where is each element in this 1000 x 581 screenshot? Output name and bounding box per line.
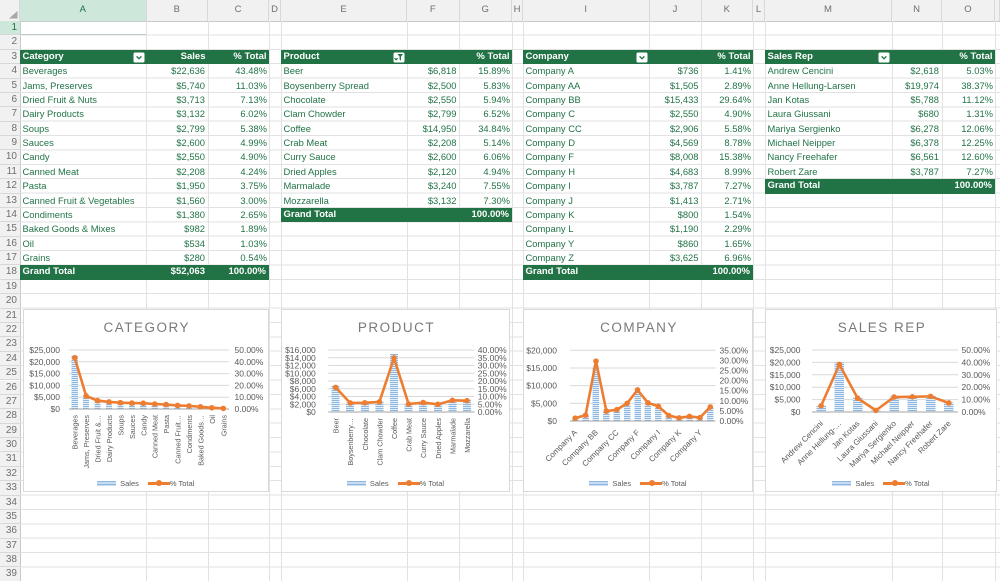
svg-text:10.00%: 10.00% <box>235 392 264 402</box>
svg-text:0.00%: 0.00% <box>720 416 745 426</box>
svg-text:10.00%: 10.00% <box>478 392 507 402</box>
svg-text:$16,000: $16,000 <box>285 345 316 355</box>
svg-text:Marmalade: Marmalade <box>448 418 457 454</box>
svg-text:20.00%: 20.00% <box>478 376 507 386</box>
svg-text:30.00%: 30.00% <box>235 369 264 379</box>
svg-text:Sauces: Sauces <box>128 415 137 439</box>
svg-text:30.00%: 30.00% <box>478 361 507 371</box>
svg-text:Condiments: Condiments <box>185 415 194 454</box>
svg-text:$0: $0 <box>791 407 801 417</box>
svg-text:25.00%: 25.00% <box>478 368 507 378</box>
svg-text:Dried Fruit &…: Dried Fruit &… <box>94 415 103 463</box>
svg-text:15.00%: 15.00% <box>720 386 749 396</box>
svg-text:$2,000: $2,000 <box>290 399 316 409</box>
svg-text:$20,000: $20,000 <box>526 345 557 355</box>
svg-text:$15,000: $15,000 <box>526 363 557 373</box>
svg-text:$5,000: $5,000 <box>531 398 557 408</box>
svg-text:5.00%: 5.00% <box>478 399 503 409</box>
svg-text:Baked Goods…: Baked Goods… <box>196 415 205 466</box>
svg-text:10.00%: 10.00% <box>720 396 749 406</box>
svg-text:COMPANY: COMPANY <box>600 320 678 335</box>
svg-text:15.00%: 15.00% <box>478 384 507 394</box>
svg-text:$10,000: $10,000 <box>526 381 557 391</box>
svg-text:Crab Meat: Crab Meat <box>405 418 414 452</box>
svg-text:$0: $0 <box>548 416 558 426</box>
svg-text:20.00%: 20.00% <box>962 382 991 392</box>
svg-text:$10,000: $10,000 <box>770 382 801 392</box>
svg-text:0.00%: 0.00% <box>478 407 503 417</box>
svg-text:20.00%: 20.00% <box>235 380 264 390</box>
svg-text:$15,000: $15,000 <box>770 370 801 380</box>
svg-text:SALES REP: SALES REP <box>838 320 927 335</box>
svg-text:Mozzarella: Mozzarella <box>463 418 472 453</box>
svg-text:$5,000: $5,000 <box>775 395 801 405</box>
svg-text:$5,000: $5,000 <box>34 392 60 402</box>
svg-text:Grains: Grains <box>219 415 228 437</box>
svg-text:30.00%: 30.00% <box>720 355 749 365</box>
svg-text:$6,000: $6,000 <box>290 384 316 394</box>
svg-text:$15,000: $15,000 <box>29 369 60 379</box>
svg-text:50.00%: 50.00% <box>962 345 991 355</box>
svg-text:Canned Fruit…: Canned Fruit… <box>174 415 183 464</box>
svg-text:Jams, Preserves: Jams, Preserves <box>82 415 91 469</box>
svg-text:Canned Meat: Canned Meat <box>151 415 160 458</box>
svg-text:Pasta: Pasta <box>162 415 171 433</box>
svg-text:Dairy Products: Dairy Products <box>105 415 114 463</box>
svg-text:$25,000: $25,000 <box>770 345 801 355</box>
svg-text:25.00%: 25.00% <box>720 366 749 376</box>
svg-text:Oil: Oil <box>208 415 217 424</box>
svg-text:10.00%: 10.00% <box>962 395 991 405</box>
svg-text:Boysenberry…: Boysenberry… <box>346 418 355 466</box>
svg-text:Beverages: Beverages <box>71 415 80 450</box>
svg-text:Curry Sauce: Curry Sauce <box>419 418 428 458</box>
svg-text:CATEGORY: CATEGORY <box>103 320 190 335</box>
svg-text:$0: $0 <box>306 407 316 417</box>
svg-text:20.00%: 20.00% <box>720 376 749 386</box>
svg-text:5.00%: 5.00% <box>720 406 745 416</box>
svg-text:Beer: Beer <box>332 417 341 433</box>
svg-text:$0: $0 <box>51 404 61 414</box>
svg-text:$8,000: $8,000 <box>290 376 316 386</box>
svg-text:40.00%: 40.00% <box>235 357 264 367</box>
svg-text:Clam Chowder: Clam Chowder <box>375 417 384 465</box>
svg-text:35.00%: 35.00% <box>478 353 507 363</box>
svg-text:30.00%: 30.00% <box>962 370 991 380</box>
svg-text:Soups: Soups <box>116 415 125 436</box>
svg-text:$25,000: $25,000 <box>29 345 60 355</box>
svg-text:$20,000: $20,000 <box>29 357 60 367</box>
svg-text:$12,000: $12,000 <box>285 361 316 371</box>
svg-text:$10,000: $10,000 <box>285 368 316 378</box>
svg-text:40.00%: 40.00% <box>962 357 991 367</box>
svg-text:PRODUCT: PRODUCT <box>358 320 435 335</box>
svg-text:$14,000: $14,000 <box>285 353 316 363</box>
svg-text:$20,000: $20,000 <box>770 357 801 367</box>
svg-text:$4,000: $4,000 <box>290 392 316 402</box>
svg-text:Dried Apples: Dried Apples <box>434 418 443 459</box>
svg-text:35.00%: 35.00% <box>720 345 749 355</box>
svg-text:0.00%: 0.00% <box>235 404 260 414</box>
svg-text:50.00%: 50.00% <box>235 345 264 355</box>
svg-text:Candy: Candy <box>139 415 148 436</box>
svg-text:Chocolate: Chocolate <box>361 418 370 450</box>
svg-text:0.00%: 0.00% <box>962 407 987 417</box>
svg-text:40.00%: 40.00% <box>478 345 507 355</box>
svg-text:$10,000: $10,000 <box>29 380 60 390</box>
svg-text:Coffee: Coffee <box>390 418 399 439</box>
